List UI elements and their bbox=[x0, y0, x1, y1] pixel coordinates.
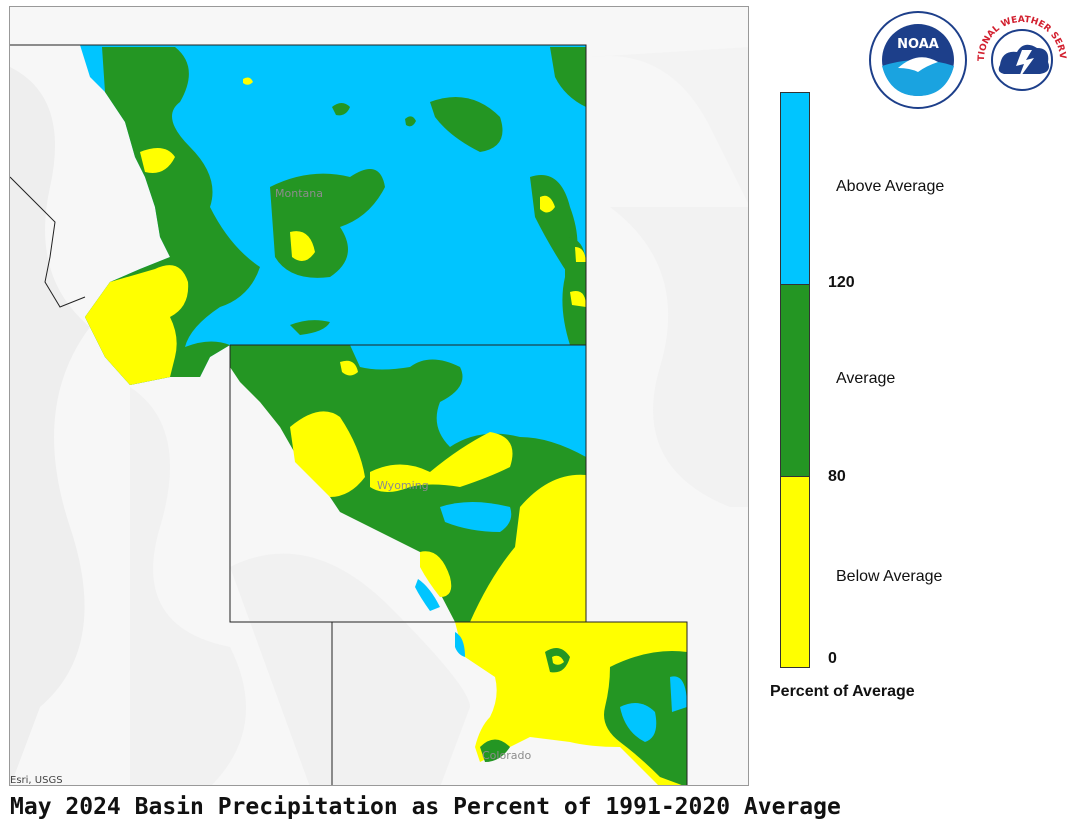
legend-title: Percent of Average bbox=[770, 683, 915, 700]
legend-label-above: Above Average bbox=[836, 178, 945, 195]
svg-text:NOAA: NOAA bbox=[897, 37, 939, 52]
wyoming-basins[interactable] bbox=[230, 345, 586, 622]
state-boundaries bbox=[10, 44, 688, 785]
state-label-colorado: Colorado bbox=[482, 749, 531, 762]
legend-label-below: Below Average bbox=[836, 568, 943, 585]
nws-logo-icon: NATIONAL WEATHER SERVICE bbox=[968, 3, 1070, 108]
precipitation-map[interactable]: Montana Wyoming Colorado bbox=[10, 7, 749, 786]
montana-basins[interactable] bbox=[80, 45, 586, 385]
map-caption: May 2024 Basin Precipitation as Percent … bbox=[10, 794, 841, 820]
state-label-montana: Montana bbox=[275, 187, 323, 200]
noaa-logo-icon: NOAA bbox=[869, 11, 967, 109]
legend: Above Average 120 Average 80 Below Avera… bbox=[770, 90, 1070, 710]
legend-break-0: 0 bbox=[828, 650, 837, 667]
map-frame[interactable]: Montana Wyoming Colorado bbox=[9, 6, 749, 786]
map-credit: Esri, USGS bbox=[10, 775, 63, 786]
legend-swatch-average bbox=[780, 284, 810, 476]
legend-break-80: 80 bbox=[828, 468, 846, 485]
legend-swatch-below bbox=[780, 476, 810, 668]
legend-break-120: 120 bbox=[828, 274, 855, 291]
nws-logo: NATIONAL WEATHER SERVICE bbox=[968, 3, 1072, 110]
legend-swatch-above bbox=[780, 92, 810, 284]
noaa-logo: NOAA bbox=[868, 10, 968, 110]
state-label-wyoming: Wyoming bbox=[377, 479, 429, 492]
legend-label-average: Average bbox=[836, 370, 896, 387]
colorado-basins[interactable] bbox=[455, 622, 687, 786]
